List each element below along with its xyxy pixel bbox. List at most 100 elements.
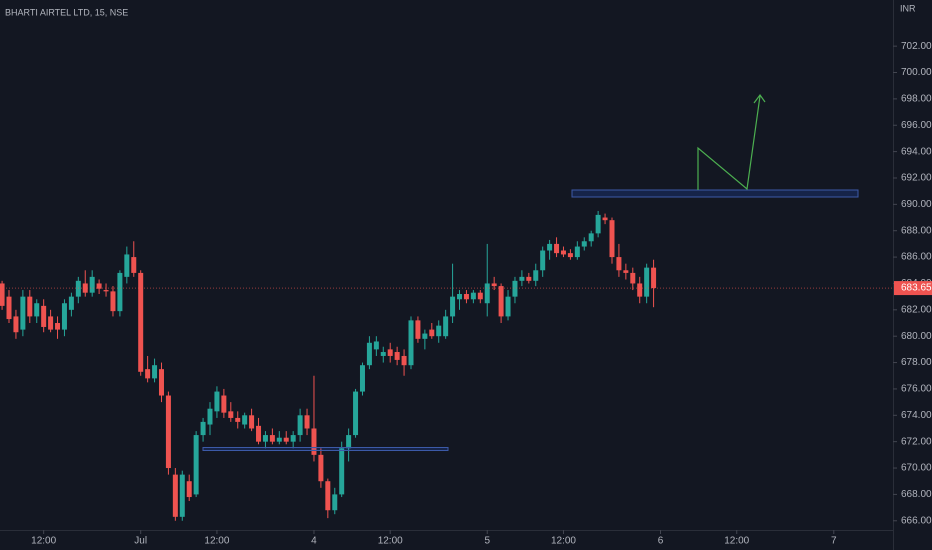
candle-body — [131, 257, 137, 273]
candle-body — [373, 341, 379, 350]
candle-body — [616, 257, 622, 271]
x-tick-label: Jul — [134, 536, 147, 547]
candle-body — [117, 272, 123, 312]
candle-body — [297, 415, 303, 436]
candle-body — [581, 241, 587, 247]
candle-body — [450, 296, 456, 317]
candle-body — [276, 437, 282, 442]
candle-body — [609, 220, 615, 258]
candle-body — [34, 303, 40, 317]
x-tick-label: 12:00 — [551, 536, 576, 547]
candle-body — [124, 254, 130, 277]
candle-body — [304, 415, 310, 429]
candle-body — [547, 243, 553, 251]
candle-body — [422, 333, 428, 339]
y-tick-label: 688.00 — [901, 225, 932, 236]
candle-body — [574, 246, 580, 258]
candle-body — [48, 316, 54, 330]
y-tick-label: 690.00 — [901, 199, 932, 210]
candle-body — [519, 276, 525, 281]
candle-body — [103, 290, 109, 292]
y-tick-label: 668.00 — [901, 489, 932, 500]
candle-body — [491, 283, 497, 287]
candle-body — [311, 428, 317, 455]
candle-body — [256, 425, 262, 442]
candle-body — [41, 305, 47, 327]
y-tick-label: 672.00 — [901, 436, 932, 447]
candle-body — [651, 267, 657, 289]
y-tick-label: 682.00 — [901, 304, 932, 315]
candle-body — [110, 291, 116, 312]
candle-body — [193, 435, 199, 495]
x-tick-label: 5 — [484, 536, 490, 547]
candle-body — [366, 342, 372, 366]
candle-body — [0, 283, 5, 306]
candle-body — [477, 292, 483, 300]
candle-body — [533, 270, 539, 281]
candle-body — [332, 494, 338, 511]
candle-body — [200, 421, 206, 436]
candle-body — [68, 296, 74, 310]
candle-body — [145, 369, 151, 379]
candle-body — [443, 316, 449, 337]
last-price-label: 683.65 — [901, 283, 932, 294]
y-tick-label: 698.00 — [901, 94, 932, 105]
y-tick-label: 694.00 — [901, 146, 932, 157]
y-tick-label: 670.00 — [901, 463, 932, 474]
candle-body — [152, 365, 158, 379]
candle-body — [82, 283, 88, 293]
candle-body — [75, 280, 81, 297]
candle-body — [96, 283, 102, 289]
candle-body — [13, 316, 19, 333]
candle-body — [242, 415, 248, 425]
candle-body — [283, 437, 289, 442]
x-tick-label: 7 — [831, 536, 837, 547]
candle-body — [560, 250, 566, 255]
candle-body — [567, 253, 573, 258]
candle-body — [249, 415, 255, 429]
candle-body — [588, 233, 594, 242]
y-tick-label: 676.00 — [901, 384, 932, 395]
candle-body — [623, 270, 629, 273]
candle-body — [20, 296, 26, 330]
candle-body — [505, 296, 511, 317]
x-tick-label: 12:00 — [378, 536, 403, 547]
candle-body — [207, 408, 213, 425]
candle-body — [359, 365, 365, 392]
candle-body — [644, 267, 650, 297]
y-tick-label: 678.00 — [901, 357, 932, 368]
x-tick-label: 6 — [658, 536, 664, 547]
candle-body — [540, 250, 546, 271]
candle-body — [6, 296, 12, 320]
candle-body — [415, 320, 421, 339]
candle-body — [138, 272, 144, 372]
candle-body — [394, 352, 400, 360]
candle-body — [353, 391, 359, 436]
candle-body — [228, 411, 234, 418]
support-zone — [202, 447, 449, 451]
candle-body — [387, 349, 393, 356]
candle-body — [339, 448, 345, 495]
x-tick-label: 4 — [311, 536, 317, 547]
candle-body — [401, 355, 407, 366]
candle-body — [221, 395, 227, 413]
candle-body — [484, 283, 490, 304]
y-tick-label: 674.00 — [901, 410, 932, 421]
candle-body — [165, 395, 171, 469]
drawings — [202, 93, 859, 451]
candle-body — [235, 417, 241, 422]
candle-body — [89, 276, 95, 293]
candle-body — [630, 272, 636, 284]
y-tick-label: 686.00 — [901, 252, 932, 263]
candle-body — [61, 303, 67, 330]
candle-body — [214, 391, 220, 412]
x-tick-label: 12:00 — [204, 536, 229, 547]
candle-body — [325, 481, 331, 511]
projection-path — [697, 95, 761, 191]
candles — [0, 210, 657, 521]
y-tick-label: 696.00 — [901, 120, 932, 131]
y-tick-label: 666.00 — [901, 515, 932, 526]
y-tick-label: 692.00 — [901, 173, 932, 184]
candle-body — [470, 292, 476, 300]
candle-body — [436, 325, 442, 337]
